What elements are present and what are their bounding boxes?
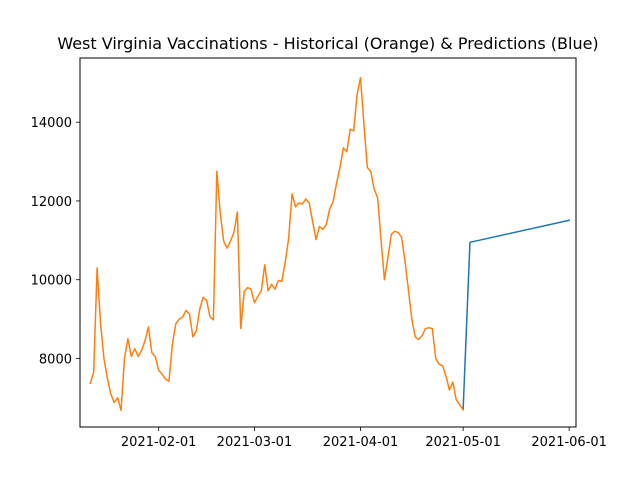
y-tick-label-2: 12000	[31, 195, 72, 210]
plot-area	[89, 76, 571, 412]
y-axis: 8000 10000 12000 14000	[31, 116, 80, 367]
axes-frame	[79, 57, 577, 428]
x-axis: 2021-02-01 2021-03-01 2021-04-01 2021-05-01…	[121, 427, 607, 450]
chart-title: West Virginia Vaccinations - Historical …	[57, 34, 598, 53]
y-tick-label-1: 10000	[31, 274, 72, 289]
series-line-0	[462, 219, 571, 411]
series-line-1	[89, 76, 465, 412]
x-tick-label-4: 2021-06-01	[531, 435, 607, 450]
x-tick-label-0: 2021-02-01	[121, 435, 197, 450]
y-tick-label-3: 14000	[31, 116, 72, 131]
x-tick-label-1: 2021-03-01	[217, 435, 293, 450]
x-tick-label-3: 2021-05-01	[425, 435, 501, 450]
x-tick-label-2: 2021-04-01	[323, 435, 399, 450]
y-tick-label-0: 8000	[39, 352, 72, 367]
